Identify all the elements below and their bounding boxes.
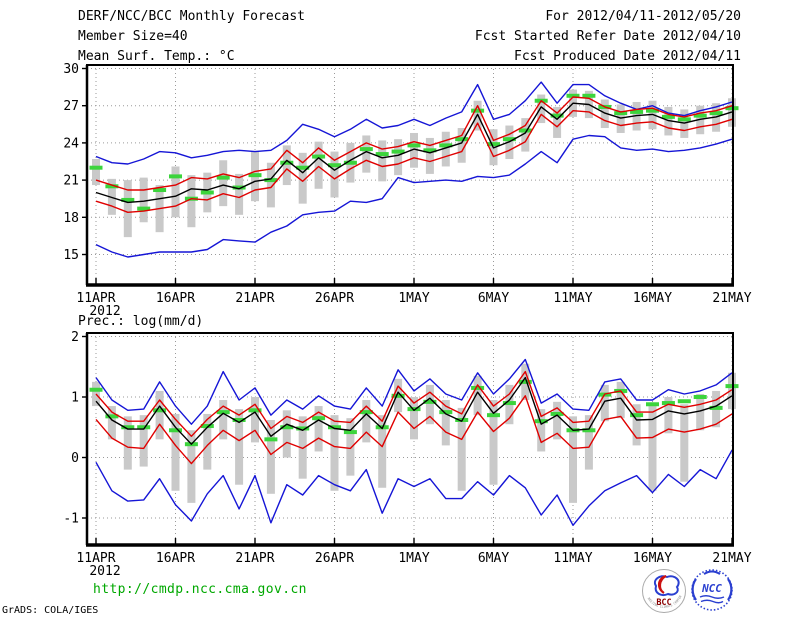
prec-chart-title: Prec.: log(mm/d) (78, 314, 204, 329)
x-year-label: 2012 (89, 564, 120, 579)
temperature-panel: 30 27 24 21 18 15 11APR 16APR 21APR 26APR 1MAY 6MAY… (63, 62, 751, 319)
y-tick-label: 30 (63, 62, 79, 77)
bcc-logo-text: BCC (656, 598, 671, 608)
ncc-logo: NCC (691, 569, 733, 611)
temp-chart-title: Mean Surf. Temp.: °C (78, 49, 235, 64)
series-upper_bound_red-line (95, 370, 733, 437)
bcc-logo: BCC BEIJING CLIMATE CENTER (642, 569, 686, 613)
forecast-range-label: For 2012/04/11-2012/05/20 (545, 9, 741, 24)
y-tick-label: 2 (71, 330, 79, 345)
x-tick-label: 26APR (315, 551, 354, 566)
series-ensemble_max-line (95, 81, 733, 165)
x-tick-label: 11APR (76, 291, 115, 306)
series-ensemble_mean-line (95, 102, 733, 204)
series-ensemble_min-line (95, 134, 733, 258)
series-ensemble_min-line (95, 449, 733, 526)
y-tick-label: 24 (63, 136, 79, 151)
fcst-produced-label: Fcst Produced Date 2012/04/11 (514, 49, 741, 64)
x-tick-label: 6MAY (478, 291, 509, 306)
series-ensemble_max-line (95, 358, 733, 425)
x-tick-label: 1MAY (398, 291, 429, 306)
plot-frame (85, 64, 734, 287)
series-ensemble_mean-line (95, 376, 733, 445)
page-title: DERF/NCC/BCC Monthly Forecast (78, 9, 305, 24)
series-lower_bound_red-line (95, 395, 733, 465)
x-tick-label: 26APR (315, 291, 354, 306)
member-size-label: Member Size=40 (78, 29, 188, 44)
y-tick-label: 1 (71, 391, 79, 406)
x-tick-label: 16APR (156, 291, 195, 306)
ncc-wave1-icon (699, 595, 725, 599)
precipitation-panel: 2 1 0 -1 11APR 16APR 21APR 26APR 1MAY 6MAY 11MAY 16… (63, 330, 751, 579)
ncc-laurel-right-icon (727, 578, 733, 601)
fcst-started-label: Fcst Started Refer Date 2012/04/10 (474, 29, 741, 44)
x-tick-label: 11MAY (553, 291, 592, 306)
x-tick-label: 21MAY (712, 551, 751, 566)
x-tick-label: 21APR (235, 551, 274, 566)
ncc-wave2-icon (700, 599, 724, 604)
footer-logos: BCC BEIJING CLIMATE CENTER NCC (642, 569, 733, 613)
y-tick-label: 0 (71, 451, 79, 466)
y-tick-label: 27 (63, 99, 79, 114)
bcc-swirl-icon (658, 575, 667, 594)
grads-credit: GrADS: COLA/IGES (2, 605, 99, 616)
ncc-top-arc-icon (703, 570, 721, 575)
x-tick-label: 16MAY (633, 291, 672, 306)
y-tick-label: 18 (63, 211, 79, 226)
y-tick-label: -1 (63, 512, 79, 527)
x-tick-label: 6MAY (478, 551, 509, 566)
x-tick-label: 21APR (235, 291, 274, 306)
x-tick-label: 11MAY (553, 551, 592, 566)
x-year-label: 2012 (89, 304, 120, 319)
x-tick-label: 16MAY (633, 551, 672, 566)
axis-ticks-and-labels: 2 1 0 -1 11APR 16APR 21APR 26APR 1MAY 6MAY 11MAY 16… (63, 330, 751, 579)
series-lower_bound_red-line (95, 109, 733, 214)
y-tick-label: 21 (63, 174, 79, 189)
source-url: http://cmdp.ncc.cma.gov.cn (93, 582, 307, 597)
plot-frame (85, 332, 734, 547)
y-tick-label: 15 (63, 248, 79, 263)
axis-ticks-and-labels: 30 27 24 21 18 15 11APR 16APR 21APR 26APR 1MAY 6MAY… (63, 62, 751, 319)
ncc-logo-text: NCC (701, 582, 722, 595)
x-tick-label: 21MAY (712, 291, 751, 306)
x-tick-label: 11APR (76, 551, 115, 566)
series-upper_bound_red-line (95, 96, 733, 191)
ncc-laurel-left-icon (691, 578, 697, 601)
x-tick-label: 1MAY (398, 551, 429, 566)
x-tick-label: 16APR (156, 551, 195, 566)
